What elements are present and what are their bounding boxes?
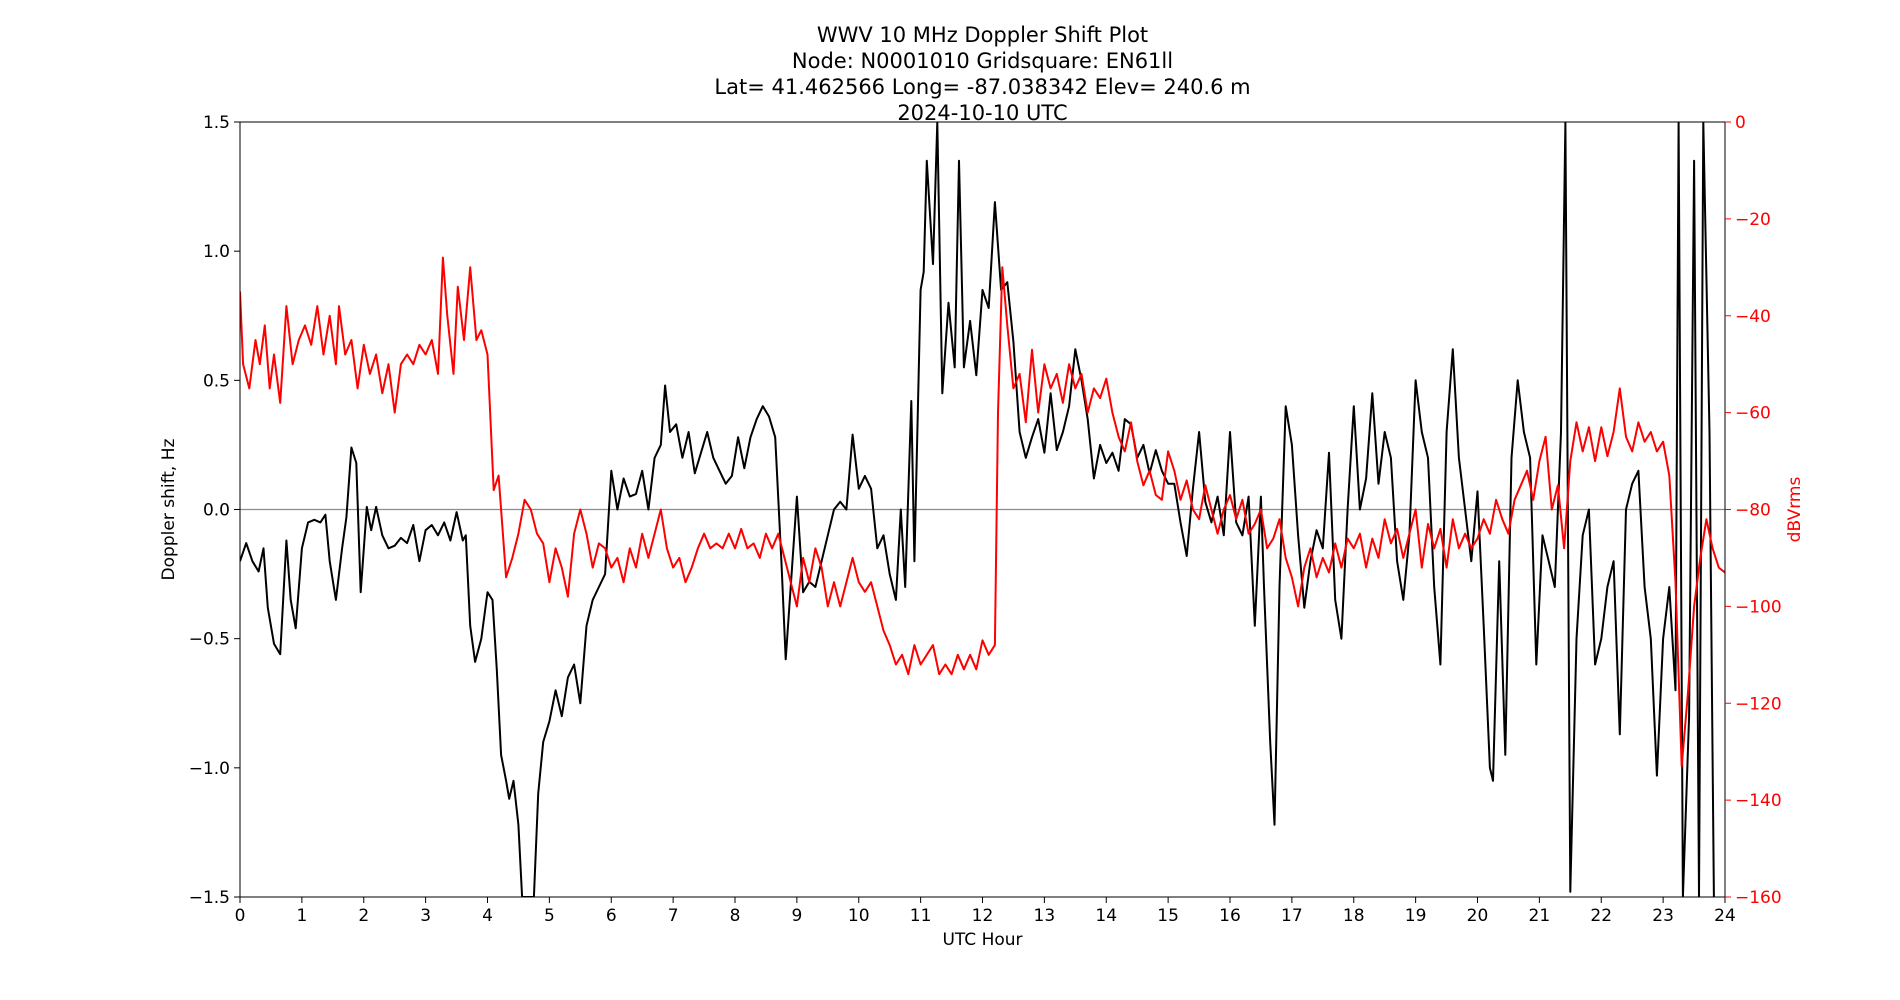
- x-tick-label: 14: [1095, 906, 1117, 926]
- x-tick-label: 0: [235, 906, 246, 926]
- x-tick-label: 18: [1343, 906, 1365, 926]
- x-tick-label: 11: [910, 906, 932, 926]
- x-tick-label: 15: [1157, 906, 1179, 926]
- x-tick-label: 23: [1652, 906, 1674, 926]
- x-tick-label: 9: [791, 906, 802, 926]
- x-tick-label: 17: [1281, 906, 1303, 926]
- x-tick-label: 6: [606, 906, 617, 926]
- y-right-tick-label: −160: [1735, 888, 1782, 908]
- y-left-tick-label: −0.5: [189, 630, 230, 650]
- x-axis-ticks: 0 1 2 3 4 5 6 7 8 9 10 11 12 13 14 15 16 17 18 19 20 21 22 23 24: [235, 897, 1736, 926]
- x-tick-label: 8: [730, 906, 741, 926]
- x-tick-label: 7: [668, 906, 679, 926]
- x-tick-label: 21: [1529, 906, 1551, 926]
- y-right-axis-label: dBVrms: [1785, 477, 1805, 543]
- x-tick-label: 16: [1219, 906, 1241, 926]
- title-line-3: Lat= 41.462566 Long= -87.038342 Elev= 24…: [714, 75, 1250, 99]
- x-tick-label: 4: [482, 906, 493, 926]
- x-tick-label: 5: [544, 906, 555, 926]
- y-right-axis-ticks: 0 −20 −40 −60 −80 −100 −120 −140 −160: [1725, 113, 1782, 908]
- y-left-tick-label: −1.0: [189, 759, 230, 779]
- y-right-tick-label: −100: [1735, 597, 1782, 617]
- y-right-tick-label: −20: [1735, 210, 1771, 230]
- x-tick-label: 20: [1467, 906, 1489, 926]
- x-tick-label: 24: [1714, 906, 1736, 926]
- x-tick-label: 22: [1590, 906, 1612, 926]
- x-tick-label: 12: [972, 906, 994, 926]
- y-left-axis-label: Doppler shift, Hz: [159, 438, 179, 580]
- y-left-tick-label: 1.5: [203, 113, 230, 133]
- y-left-tick-label: 0.5: [203, 371, 230, 391]
- x-tick-label: 2: [358, 906, 369, 926]
- doppler-shift-series-line: [240, 122, 1715, 897]
- x-tick-label: 10: [848, 906, 870, 926]
- y-right-tick-label: −120: [1735, 694, 1782, 714]
- y-left-axis-ticks: 1.5 1.0 0.5 0.0 −0.5 −1.0 −1.5: [189, 113, 240, 908]
- y-right-tick-label: −40: [1735, 307, 1771, 327]
- x-tick-label: 1: [296, 906, 307, 926]
- y-right-tick-label: −60: [1735, 404, 1771, 424]
- title-line-4: 2024-10-10 UTC: [897, 101, 1067, 125]
- x-tick-label: 3: [420, 906, 431, 926]
- y-right-tick-label: −140: [1735, 791, 1782, 811]
- series-layer: [240, 122, 1725, 897]
- x-tick-label: 19: [1405, 906, 1427, 926]
- y-right-tick-label: 0: [1735, 113, 1746, 133]
- dbvrms-series-line: [240, 256, 1725, 768]
- title-line-2: Node: N0001010 Gridsquare: EN61ll: [792, 49, 1173, 73]
- title-line-1: WWV 10 MHz Doppler Shift Plot: [817, 23, 1148, 47]
- x-tick-label: 13: [1034, 906, 1056, 926]
- x-axis-label: UTC Hour: [942, 930, 1022, 950]
- y-left-tick-label: −1.5: [189, 888, 230, 908]
- y-left-tick-label: 0.0: [203, 501, 230, 521]
- y-left-tick-label: 1.0: [203, 242, 230, 262]
- y-right-tick-label: −80: [1735, 501, 1771, 521]
